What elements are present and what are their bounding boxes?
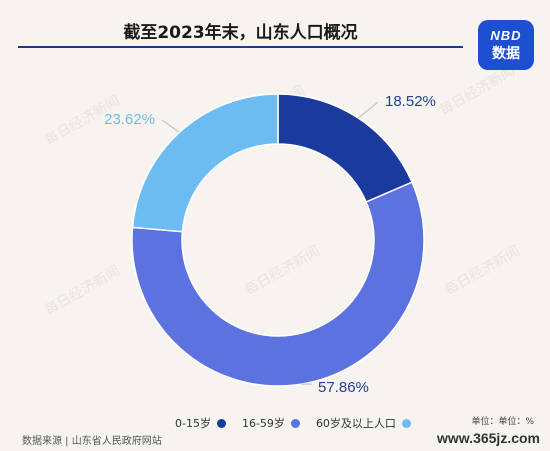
logo-line1: NBD xyxy=(490,27,522,43)
legend-label: 0-15岁 xyxy=(175,417,211,430)
data-label: 18.52% xyxy=(385,93,436,110)
logo-line2: 数据 xyxy=(492,45,520,62)
data-label: 57.86% xyxy=(318,379,369,396)
title-divider xyxy=(18,46,463,48)
data-label: 23.62% xyxy=(104,111,155,128)
leader-line xyxy=(357,101,379,119)
legend-item-60-plus: 60岁及以上人口 xyxy=(316,415,411,431)
slice-16-59 xyxy=(131,181,425,387)
data-source: 数据来源 | 山东省人民政府网站 xyxy=(22,436,162,447)
nbd-logo: NBD 数据 xyxy=(478,20,534,70)
legend-item-16-59: 16-59岁 xyxy=(242,415,300,431)
leader-line xyxy=(161,119,180,133)
unit-label: 单位：单位：% xyxy=(471,417,534,427)
title-bar: 截至2023年末，山东人口概况 xyxy=(18,14,463,48)
site-watermark: www.365jz.com xyxy=(437,430,540,446)
legend-item-0-15: 0-15岁 xyxy=(175,415,226,431)
legend-swatch xyxy=(290,418,300,428)
legend-label: 16-59岁 xyxy=(241,417,285,430)
chart-legend: 0-15岁 16-59岁 60岁及以上人口 xyxy=(175,414,419,432)
slice-60-plus xyxy=(131,93,279,233)
legend-label: 60岁及以上人口 xyxy=(315,417,396,430)
page-title: 截至2023年末，山东人口概况 xyxy=(123,23,358,43)
legend-swatch xyxy=(216,418,226,428)
legend-swatch xyxy=(401,418,411,428)
slice-0-15 xyxy=(277,93,414,203)
